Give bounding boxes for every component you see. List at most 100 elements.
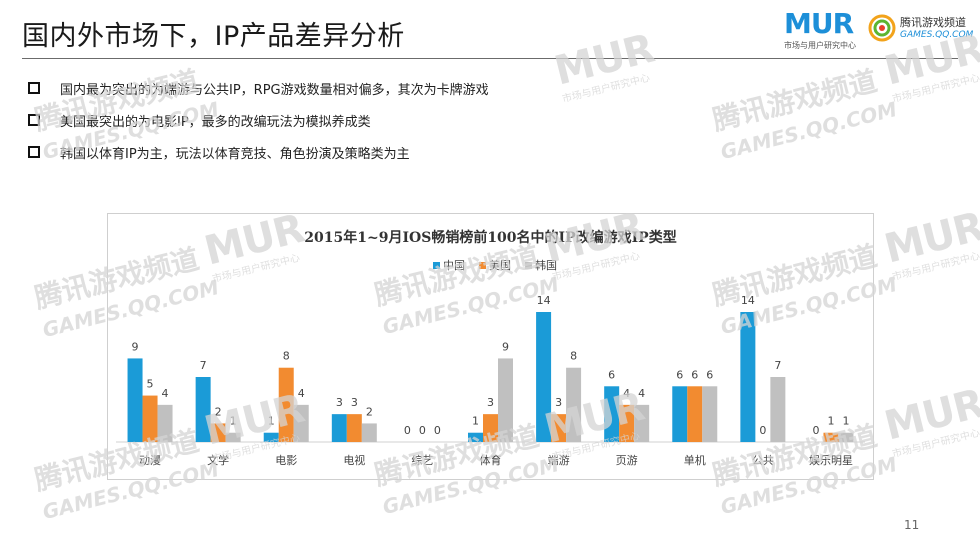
- data-label: 0: [759, 424, 766, 437]
- bar: [195, 377, 211, 442]
- data-label: 1: [230, 415, 237, 428]
- data-label: 14: [741, 294, 755, 307]
- x-tick-label: 公共: [752, 454, 774, 467]
- bar: [619, 404, 635, 442]
- bullet-text: 韩国以体育IP为主，玩法以体育竞技、角色扮演及策略类为主: [60, 146, 410, 162]
- data-label: 6: [691, 368, 698, 381]
- bullet-item: 美国最突出的为电影IP，最多的改编玩法为模拟养成类: [28, 104, 489, 136]
- legend-swatch: [525, 262, 532, 269]
- mur-logo-subtitle: 市场与用户研究中心: [784, 41, 856, 50]
- data-label: 14: [537, 294, 551, 307]
- mur-logo-text: MUR: [784, 7, 854, 40]
- data-label: 3: [487, 396, 494, 409]
- bar: [672, 386, 688, 442]
- x-tick-label: 端游: [548, 454, 570, 467]
- x-tick-label: 娱乐明星: [809, 453, 853, 467]
- data-label: 3: [336, 396, 343, 409]
- bullet-text: 美国最突出的为电影IP，最多的改编玩法为模拟养成类: [60, 114, 371, 130]
- watermark-mur-subtitle: 市场与用户研究中心: [891, 427, 980, 461]
- bar: [468, 432, 483, 442]
- x-tick-label: 单机: [684, 453, 706, 467]
- bullet-item: 国内最为突出的为端游与公共IP，RPG游戏数量相对偏多，其次为卡牌游戏: [28, 72, 489, 104]
- watermark: MUR 市场与用户研究中心: [880, 204, 980, 284]
- bar: [634, 404, 650, 442]
- data-label: 6: [706, 368, 713, 381]
- x-tick-label: 体育: [480, 453, 502, 467]
- page-title: 国内外市场下，IP产品差异分析: [22, 21, 405, 52]
- bar: [702, 386, 718, 442]
- chart-frame: 2015年1~9月IOS畅销榜前100名中的IP改编游戏IP类型 中国 美国 韩国 9 5…: [107, 213, 874, 480]
- games-qq-logo-en: GAMES.QQ.COM: [900, 30, 974, 40]
- x-tick-label: 文学: [207, 453, 229, 467]
- data-label: 6: [608, 368, 615, 381]
- legend-swatch: [479, 262, 486, 269]
- data-label: 3: [555, 396, 562, 409]
- bar: [483, 414, 498, 442]
- data-label: 0: [812, 424, 819, 437]
- bullet-square-icon: [28, 146, 40, 158]
- legend-swatch: [433, 262, 440, 269]
- data-label: 4: [638, 387, 645, 400]
- x-tick-label: 电视: [343, 453, 365, 467]
- data-label: 3: [351, 396, 358, 409]
- data-label: 4: [623, 387, 630, 400]
- bar: [498, 358, 513, 442]
- page-number: 11: [904, 518, 920, 532]
- data-label: 2: [366, 405, 373, 418]
- bar: [142, 395, 158, 442]
- x-tick-label: 页游: [616, 454, 638, 467]
- data-label: 0: [419, 424, 426, 437]
- bar: [838, 432, 854, 442]
- games-qq-icon: [868, 14, 896, 42]
- bar: [346, 414, 362, 442]
- bar: [770, 377, 786, 442]
- title-divider: [22, 58, 958, 59]
- bullet-square-icon: [28, 114, 40, 126]
- watermark-mur-subtitle: 市场与用户研究中心: [891, 250, 980, 284]
- watermark: 腾讯游戏频道 GAMES.QQ.COM: [708, 56, 899, 164]
- data-label: 7: [200, 359, 207, 372]
- x-tick-label: 电影: [275, 454, 297, 467]
- data-label: 1: [842, 415, 849, 428]
- data-label: 8: [570, 350, 577, 363]
- data-label: 4: [162, 387, 169, 400]
- bullet-item: 韩国以体育IP为主，玩法以体育竞技、角色扮演及策略类为主: [28, 136, 489, 168]
- legend-label: 美国: [489, 259, 511, 272]
- bar: [740, 312, 756, 442]
- watermark-mur-text: MUR: [880, 380, 980, 450]
- chart-title: 2015年1~9月IOS畅销榜前100名中的IP改编游戏IP类型: [304, 229, 676, 246]
- bar: [293, 404, 309, 442]
- bar: [331, 414, 347, 442]
- games-qq-logo-cn: 腾讯游戏频道: [900, 16, 966, 29]
- bar: [263, 432, 279, 442]
- x-tick-label: 动漫: [139, 453, 161, 467]
- bullet-list: 国内最为突出的为端游与公共IP，RPG游戏数量相对偏多，其次为卡牌游戏 美国最突…: [28, 72, 489, 168]
- x-tick-label: 综艺: [411, 453, 433, 467]
- data-label: 1: [268, 415, 275, 428]
- bar: [157, 404, 173, 442]
- data-label: 8: [283, 350, 290, 363]
- data-label: 0: [404, 424, 411, 437]
- data-label: 7: [774, 359, 781, 372]
- watermark-mur-subtitle: 市场与用户研究中心: [891, 72, 980, 106]
- data-label: 1: [827, 415, 834, 428]
- bar: [361, 423, 377, 442]
- bar: [210, 423, 226, 442]
- bar: [551, 414, 567, 442]
- watermark-mur-subtitle: 市场与用户研究中心: [561, 72, 652, 106]
- watermark: MUR 市场与用户研究中心: [880, 381, 980, 461]
- data-label: 6: [676, 368, 683, 381]
- mur-logo: MUR 市场与用户研究中心: [784, 10, 860, 51]
- watermark: MUR 市场与用户研究中心: [550, 26, 661, 106]
- bullet-square-icon: [28, 82, 40, 94]
- bar: [687, 386, 703, 442]
- data-label: 4: [298, 387, 305, 400]
- data-label: 0: [434, 424, 441, 437]
- bar: [127, 358, 143, 442]
- bar: [278, 367, 294, 442]
- data-label: 5: [147, 378, 154, 391]
- watermark-mur-text: MUR: [880, 203, 980, 273]
- legend-label: 韩国: [535, 258, 557, 272]
- data-label: 9: [502, 340, 509, 353]
